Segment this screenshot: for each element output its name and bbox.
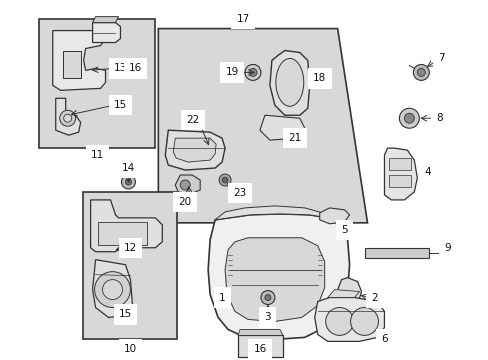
Text: 6: 6 bbox=[380, 334, 387, 345]
Text: 22: 22 bbox=[186, 115, 200, 125]
Circle shape bbox=[102, 280, 122, 300]
Polygon shape bbox=[319, 208, 349, 224]
Text: 18: 18 bbox=[312, 73, 325, 84]
Text: 4: 4 bbox=[423, 167, 430, 177]
Polygon shape bbox=[92, 17, 118, 23]
Polygon shape bbox=[260, 115, 304, 140]
Text: 15: 15 bbox=[114, 100, 127, 110]
Ellipse shape bbox=[275, 58, 303, 106]
Text: 12: 12 bbox=[123, 243, 137, 253]
Circle shape bbox=[60, 110, 76, 126]
Text: 16: 16 bbox=[128, 63, 142, 73]
Text: 16: 16 bbox=[253, 345, 266, 354]
Bar bbox=[388, 175, 410, 187]
Circle shape bbox=[219, 174, 230, 186]
Polygon shape bbox=[92, 260, 132, 318]
Circle shape bbox=[264, 294, 270, 301]
Circle shape bbox=[125, 179, 131, 185]
Polygon shape bbox=[208, 214, 349, 339]
Polygon shape bbox=[269, 50, 309, 115]
Text: 15: 15 bbox=[119, 310, 132, 319]
Text: 13: 13 bbox=[114, 63, 127, 73]
Polygon shape bbox=[173, 138, 216, 162]
Polygon shape bbox=[224, 238, 324, 321]
Circle shape bbox=[63, 114, 72, 122]
Bar bbox=[388, 158, 410, 170]
Bar bbox=[39, 19, 155, 148]
Polygon shape bbox=[314, 298, 384, 341]
Polygon shape bbox=[165, 130, 224, 170]
Text: 3: 3 bbox=[264, 312, 271, 323]
Bar bbox=[62, 50, 81, 78]
Text: 7: 7 bbox=[437, 54, 444, 63]
Polygon shape bbox=[158, 28, 367, 223]
Polygon shape bbox=[175, 175, 200, 194]
Polygon shape bbox=[327, 289, 359, 298]
Bar bbox=[82, 192, 177, 339]
Polygon shape bbox=[92, 23, 120, 42]
Circle shape bbox=[412, 64, 428, 80]
Text: 2: 2 bbox=[370, 293, 377, 302]
Polygon shape bbox=[335, 278, 361, 310]
Polygon shape bbox=[53, 31, 105, 90]
Circle shape bbox=[404, 113, 413, 123]
Text: 14: 14 bbox=[122, 163, 135, 173]
Circle shape bbox=[399, 108, 419, 128]
Circle shape bbox=[222, 177, 227, 183]
Polygon shape bbox=[56, 98, 81, 135]
Circle shape bbox=[180, 180, 190, 190]
Bar bbox=[238, 336, 282, 357]
Circle shape bbox=[416, 68, 425, 76]
Polygon shape bbox=[238, 329, 282, 336]
Text: 11: 11 bbox=[91, 150, 104, 160]
Text: 17: 17 bbox=[236, 14, 249, 24]
Circle shape bbox=[350, 307, 378, 336]
Polygon shape bbox=[215, 206, 339, 225]
Circle shape bbox=[261, 291, 274, 305]
Text: 9: 9 bbox=[443, 243, 449, 253]
Text: 21: 21 bbox=[287, 133, 301, 143]
Polygon shape bbox=[364, 248, 428, 258]
Circle shape bbox=[248, 68, 256, 76]
Circle shape bbox=[244, 64, 261, 80]
Text: 10: 10 bbox=[123, 345, 137, 354]
Text: 19: 19 bbox=[225, 67, 238, 77]
Text: 8: 8 bbox=[435, 113, 442, 123]
Circle shape bbox=[121, 175, 135, 189]
Text: 20: 20 bbox=[178, 197, 191, 207]
Circle shape bbox=[325, 307, 353, 336]
Text: 1: 1 bbox=[218, 293, 225, 302]
Bar bbox=[98, 222, 147, 245]
Text: 5: 5 bbox=[341, 225, 347, 235]
Polygon shape bbox=[90, 200, 162, 252]
Polygon shape bbox=[384, 148, 416, 200]
Text: 23: 23 bbox=[233, 188, 246, 198]
Circle shape bbox=[94, 272, 130, 307]
